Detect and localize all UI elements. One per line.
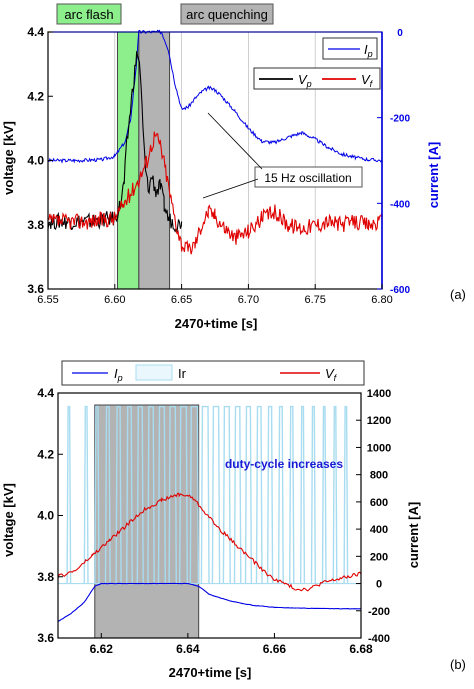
ir-pulse <box>332 405 338 584</box>
ir-pulse <box>66 405 72 584</box>
ir-pulse <box>222 405 231 584</box>
panel-a-ytick-label: 4.4 <box>27 25 44 39</box>
panel-b-y2tick-label: 200 <box>370 551 388 563</box>
panel-a-ticks: 6.55 6.60 6.65 6.70 6.75 6.80 3.6 3.8 4.0 4.2 4.4 -… <box>27 25 410 306</box>
ir-pulse <box>244 405 253 584</box>
panel-a-region-arc-quenching <box>138 31 171 290</box>
ir-pulse <box>277 405 284 584</box>
current-ip-line <box>47 29 383 164</box>
panel-b-ytick-label: 3.8 <box>37 570 54 584</box>
panel-a-y2tick-label: -200 <box>390 114 410 125</box>
panel-b-y2tick-label: 1400 <box>367 388 391 400</box>
panel-b-ytick-label: 4.2 <box>37 447 54 461</box>
legend-ip-label: Ip <box>114 366 123 383</box>
ir-pulse <box>310 405 316 584</box>
legend-vp-label: Vp <box>298 72 312 89</box>
panel-a-ytick-label: 4.0 <box>27 154 44 168</box>
panel-b-y2tick-label: -400 <box>368 633 390 645</box>
ir-pulse <box>115 405 122 584</box>
panel-b-y2tick-label: -200 <box>368 606 390 618</box>
panel-a-xtick-label: 6.65 <box>171 294 192 306</box>
panel-b-voltage-vf-line <box>57 492 362 592</box>
panel-b-xlabel: 2470+time [s] <box>169 665 252 680</box>
panel-a-y2tick-label: -600 <box>390 285 410 296</box>
panel-b-xtick-label: 6.64 <box>176 642 200 656</box>
panel-a-xtick-label: 6.75 <box>304 294 325 306</box>
panel-b-current-ip-line <box>57 582 362 622</box>
ir-pulse <box>211 405 221 584</box>
panel-a-xtick-label: 6.60 <box>104 294 125 306</box>
ir-pulse <box>255 405 263 584</box>
legend-vf-label: Vf <box>361 72 374 89</box>
arc-flash-label: arc flash <box>64 7 113 22</box>
panel-b-label: (b) <box>450 657 466 672</box>
ir-pulse <box>300 405 306 584</box>
ir-pulse <box>321 405 327 584</box>
panel-b-ytick-label: 3.6 <box>37 631 54 645</box>
panel-a-current-legend-label: Ip <box>364 42 373 59</box>
voltage-vp-line <box>47 51 183 233</box>
panel-a-xtick-label: 6.55 <box>37 294 58 306</box>
oscillation-pointer-1 <box>207 112 263 170</box>
panel-b-y2tick-label: 1200 <box>367 415 391 427</box>
panel-b-ytick-label: 4.4 <box>37 386 54 400</box>
ir-pulse <box>200 405 210 584</box>
legend-ir-swatch <box>135 364 173 381</box>
panel-b-y2tick-label: 800 <box>370 470 388 482</box>
panel-a-series <box>47 29 383 255</box>
panel-a-ytick-label: 3.8 <box>27 218 44 232</box>
voltage-vf-line <box>47 131 383 255</box>
panel-a-label: (a) <box>450 287 466 302</box>
ir-pulse <box>147 405 155 584</box>
ir-pulse <box>83 405 89 584</box>
ir-pulse <box>136 405 144 584</box>
duty-cycle-annotation: duty-cycle increases <box>225 457 343 471</box>
panel-b-y2tick-label: 400 <box>370 524 388 536</box>
panel-a-y2tick-label: 0 <box>397 28 403 39</box>
panel-a-ytick-label: 3.6 <box>27 282 44 296</box>
panel-a-xtick-label: 6.70 <box>238 294 259 306</box>
panel-a-xlabel: 2470+time [s] <box>175 316 258 331</box>
panel-b-y2tick-label: 0 <box>376 579 382 591</box>
arc-quenching-label-box <box>180 3 274 25</box>
legend-ir-label: Ir <box>178 366 187 381</box>
oscillation-pointer-2 <box>202 178 259 199</box>
panel-b-ytick-label: 4.0 <box>37 509 54 523</box>
panel-b-y2tick-label: 600 <box>370 497 388 509</box>
panel-b-y2tick-label: 1000 <box>367 442 391 454</box>
panel-a-ytick-label: 4.2 <box>27 89 44 103</box>
ir-pulse <box>104 405 111 584</box>
ir-pulse <box>126 405 133 584</box>
ir-pulse <box>94 405 100 584</box>
panel-b-ticks: 6.62 6.64 6.66 6.68 3.6 3.8 4.0 4.2 4.4 -400 -200 0… <box>37 386 391 656</box>
oscillation-annotation: 15 Hz oscillation <box>264 171 351 185</box>
panel-a-xtick-label: 6.80 <box>371 294 392 306</box>
ir-pulse <box>266 405 274 584</box>
panel-b-xtick-label: 6.68 <box>349 642 373 656</box>
oscillation-annotation-box <box>254 166 363 188</box>
ir-pulse <box>157 405 166 584</box>
panel-b-xtick-label: 6.62 <box>90 642 114 656</box>
ir-pulse <box>289 405 295 584</box>
panel-b-xtick-label: 6.66 <box>263 642 287 656</box>
ir-pulse <box>189 405 200 584</box>
legend-b-vf-label: Vf <box>325 366 338 383</box>
panel-a-ylabel: voltage [kV] <box>1 121 16 195</box>
panel-b-ylabel: voltage [kV] <box>1 483 16 557</box>
panel-b-y2label: current [A] <box>406 502 421 568</box>
arc-flash-label-box <box>56 3 122 25</box>
panel-b-series <box>57 405 362 622</box>
panel-a-voltage-legend-box <box>253 67 381 90</box>
panel-a-y2label: current [A] <box>426 142 441 208</box>
ir-pulse <box>343 405 349 584</box>
ir-pulse <box>233 405 242 584</box>
panel-a-y2tick-label: -400 <box>390 199 410 210</box>
arc-quenching-label: arc quenching <box>186 7 268 22</box>
